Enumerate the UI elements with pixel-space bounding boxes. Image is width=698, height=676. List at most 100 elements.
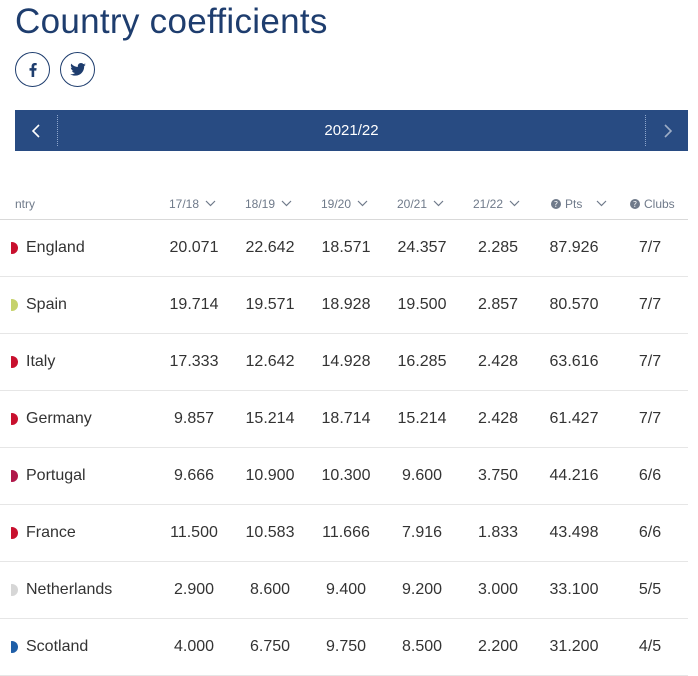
country-name[interactable]: England: [26, 239, 85, 256]
clubs-cell: 7/7: [638, 410, 662, 427]
season-coefficient-cell: 2.428: [477, 353, 519, 370]
season-coefficient-cell: 8.500: [401, 638, 443, 655]
season-coefficient-cell: 9.400: [325, 581, 367, 598]
points-cell: 31.200: [549, 638, 599, 655]
season-coefficient-cell: 9.857: [173, 410, 215, 427]
season-coefficient-cell: 6.750: [249, 638, 291, 655]
season-coefficient-cell: 10.300: [321, 467, 371, 484]
season-coefficient-cell: 4.000: [173, 638, 215, 655]
points-cell: 87.926: [549, 239, 599, 256]
country-name[interactable]: Netherlands: [26, 581, 113, 598]
table-row[interactable]: Spain 19.714 19.571 18.928 19.500 2.857 80.570…: [0, 277, 688, 334]
social-share: [15, 52, 95, 87]
clubs-cell: 5/5: [638, 581, 662, 598]
column-header-21-22[interactable]: 21/22: [473, 188, 520, 219]
column-header-20-21[interactable]: 20/21: [397, 188, 444, 219]
twitter-icon: [69, 63, 86, 76]
twitter-share-button[interactable]: [60, 52, 95, 87]
column-header-pts[interactable]: ? Pts: [551, 188, 607, 219]
clubs-cell: 6/6: [638, 524, 662, 541]
season-coefficient-cell: 2.428: [477, 410, 519, 427]
clubs-cell: 6/6: [638, 467, 662, 484]
season-coefficient-cell: 9.200: [401, 581, 443, 598]
page-title: Country coefficients: [15, 2, 328, 41]
column-header-19-20[interactable]: 19/20: [321, 188, 368, 219]
flag-icon: [11, 641, 18, 653]
previous-season-button[interactable]: [15, 110, 55, 151]
facebook-share-button[interactable]: [15, 52, 50, 87]
season-coefficient-cell: 17.333: [169, 353, 219, 370]
season-coefficient-cell: 11.500: [170, 524, 218, 541]
column-header-18-19[interactable]: 18/19: [245, 188, 292, 219]
clubs-cell: 7/7: [638, 296, 662, 313]
season-coefficient-cell: 19.714: [169, 296, 219, 313]
flag-icon: [11, 356, 18, 368]
season-coefficient-cell: 2.900: [173, 581, 215, 598]
column-header-country[interactable]: ntry: [15, 196, 36, 211]
season-coefficient-cell: 3.750: [477, 467, 519, 484]
flag-icon: [11, 527, 18, 539]
table-row[interactable]: Germany 9.857 15.214 18.714 15.214 2.428 61.42…: [0, 391, 688, 448]
season-coefficient-cell: 1.833: [477, 524, 519, 541]
country-name[interactable]: Scotland: [26, 638, 89, 655]
next-season-button[interactable]: [648, 110, 688, 151]
clubs-cell: 7/7: [638, 239, 662, 256]
table-header: ntry 17/18 18/19 19/20 20/21 21/22 ? Pts: [0, 188, 688, 220]
current-season-label: 2021/22: [324, 122, 379, 139]
season-coefficient-cell: 19.500: [397, 296, 447, 313]
season-coefficient-cell: 10.583: [245, 524, 295, 541]
chevron-down-icon: [205, 200, 216, 207]
season-coefficient-cell: 18.571: [321, 239, 371, 256]
table-row[interactable]: Scotland 4.000 6.750 9.750 8.500 2.200 31.200 4…: [0, 619, 688, 676]
clubs-cell: 7/7: [638, 353, 662, 370]
country-name[interactable]: Germany: [26, 410, 92, 427]
info-icon[interactable]: ?: [551, 198, 561, 209]
table-row[interactable]: Portugal 9.666 10.900 10.300 9.600 3.750 44.21…: [0, 448, 688, 505]
season-coefficient-cell: 12.642: [245, 353, 295, 370]
facebook-icon: [29, 62, 37, 77]
season-coefficient-cell: 11.666: [322, 524, 370, 541]
chevron-left-icon: [31, 123, 40, 138]
divider: [57, 115, 58, 146]
chevron-down-icon: [281, 200, 292, 207]
season-selector: 2021/22: [15, 110, 688, 151]
season-coefficient-cell: 7.916: [401, 524, 443, 541]
season-coefficient-cell: 22.642: [245, 239, 295, 256]
season-coefficient-cell: 9.666: [173, 467, 215, 484]
season-coefficient-cell: 8.600: [249, 581, 291, 598]
chevron-down-icon: [596, 200, 607, 207]
season-coefficient-cell: 18.928: [321, 296, 371, 313]
points-cell: 33.100: [549, 581, 599, 598]
svg-text:?: ?: [633, 200, 637, 209]
chevron-right-icon: [663, 123, 672, 138]
table-row[interactable]: Italy 17.333 12.642 14.928 16.285 2.428 63.616…: [0, 334, 688, 391]
season-coefficient-cell: 2.285: [477, 239, 519, 256]
points-cell: 63.616: [549, 353, 599, 370]
country-name[interactable]: France: [26, 524, 76, 541]
svg-text:?: ?: [554, 200, 558, 209]
points-cell: 43.498: [549, 524, 599, 541]
table-body: England 20.071 22.642 18.571 24.357 2.285 87.9…: [0, 220, 688, 676]
country-name[interactable]: Spain: [26, 296, 67, 313]
info-icon[interactable]: ?: [630, 198, 640, 209]
season-coefficient-cell: 2.857: [477, 296, 519, 313]
coefficients-table: ntry 17/18 18/19 19/20 20/21 21/22 ? Pts: [0, 188, 688, 676]
country-name[interactable]: Italy: [26, 353, 56, 370]
season-coefficient-cell: 3.000: [477, 581, 519, 598]
points-cell: 61.427: [549, 410, 599, 427]
column-header-17-18[interactable]: 17/18: [169, 188, 216, 219]
season-coefficient-cell: 9.600: [401, 467, 443, 484]
table-row[interactable]: England 20.071 22.642 18.571 24.357 2.285 87.9…: [0, 220, 688, 277]
table-row[interactable]: Netherlands 2.900 8.600 9.400 9.200 3.000 33.1…: [0, 562, 688, 619]
country-name[interactable]: Portugal: [26, 467, 86, 484]
divider: [645, 115, 646, 146]
season-coefficient-cell: 20.071: [169, 239, 219, 256]
column-header-clubs[interactable]: ? Clubs: [630, 188, 675, 219]
chevron-down-icon: [357, 200, 368, 207]
season-coefficient-cell: 9.750: [325, 638, 367, 655]
flag-icon: [11, 242, 18, 254]
flag-icon: [11, 584, 18, 596]
table-row[interactable]: France 11.500 10.583 11.666 7.916 1.833 43.498…: [0, 505, 688, 562]
chevron-down-icon: [509, 200, 520, 207]
points-cell: 44.216: [549, 467, 599, 484]
